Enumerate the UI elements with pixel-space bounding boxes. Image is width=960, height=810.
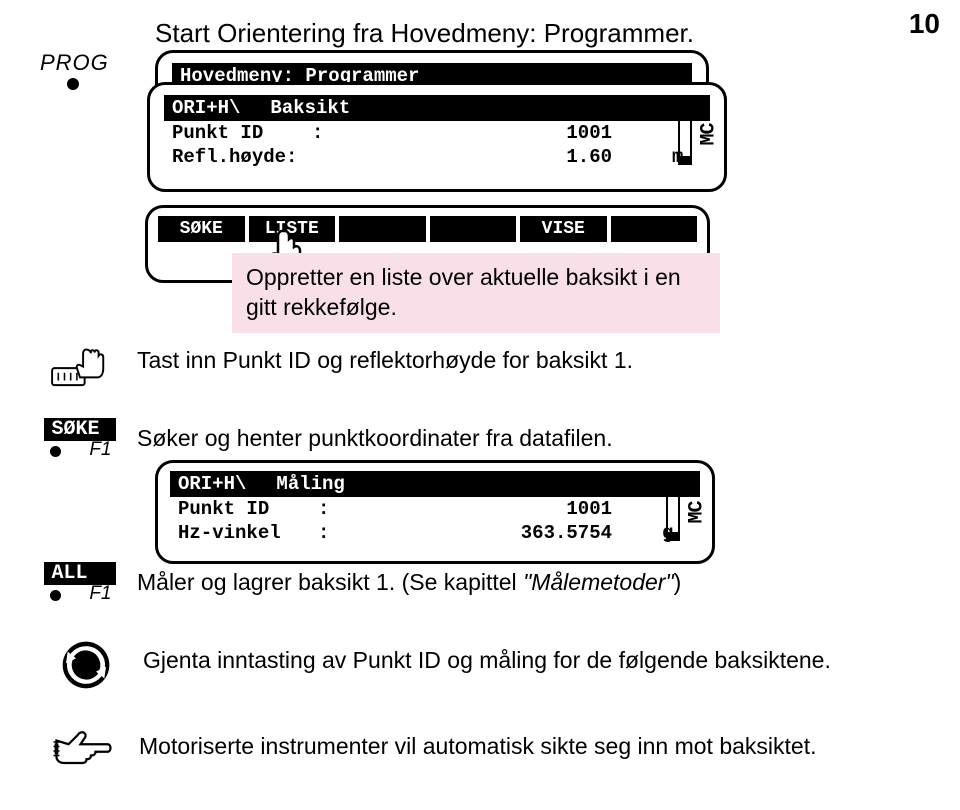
soke-key-label: SØKE [44, 418, 116, 441]
all-text-c: ) [674, 569, 682, 595]
screen2-title-left: ORI+H\ [172, 97, 270, 119]
s3-row1-colon: : [318, 498, 338, 520]
info-highlight: Oppretter en liste over aktuelle baksikt… [232, 253, 720, 333]
all-text-a: Måler og lagrer baksikt 1. (Se kapittel [137, 569, 523, 595]
battery-icon-3 [640, 473, 666, 491]
repeat-icon [61, 640, 111, 690]
screen3-title-left: ORI+H\ [178, 473, 276, 495]
repeat-text: Gjenta inntasting av Punkt ID og måling … [143, 640, 831, 676]
soke-key[interactable]: SØKE F1 [44, 418, 116, 461]
mc-label-3: MC [685, 501, 708, 523]
instruction-motor: Motoriserte instrumenter vil automatisk … [44, 726, 864, 770]
level-bar-icon [678, 117, 692, 165]
row2-label: Refl.høyde: [172, 146, 332, 168]
row1-colon: : [312, 122, 332, 144]
screen2-row2: Refl.høyde: 1.60 m [164, 145, 710, 169]
screen3-titlebar: ORI+H\ Måling [170, 471, 700, 497]
row1-value: 1001 [332, 122, 672, 144]
softkey-empty-4 [430, 216, 517, 242]
row1-label: Punkt ID [172, 122, 312, 144]
softkey-empty-3 [339, 216, 426, 242]
battery-icon [634, 65, 660, 83]
s3-row2-value: 363.5754 [338, 522, 662, 544]
instruction-all: ALL F1 Måler og lagrer baksikt 1. (Se ka… [42, 562, 862, 605]
instruction-1-text: Tast inn Punkt ID og reflektorhøyde for … [137, 340, 633, 376]
all-key-label: ALL [44, 562, 116, 585]
soke-key-dot-icon [50, 446, 61, 457]
softkey-soke[interactable]: SØKE [158, 216, 245, 242]
all-key[interactable]: ALL F1 [44, 562, 116, 605]
softkey-vise[interactable]: VISE [520, 216, 607, 242]
prog-label: PROG [40, 50, 105, 76]
row2-value: 1.60 [332, 146, 672, 168]
s3-row1-label: Punkt ID [178, 498, 318, 520]
prog-dot-icon [67, 78, 79, 90]
screen2-titlebar: ORI+H\ Baksikt [164, 95, 710, 121]
prog-key: PROG [40, 50, 105, 90]
soke-text: Søker og henter punktkoordinater fra dat… [137, 418, 613, 454]
battery-icon-2 [652, 97, 678, 115]
all-text-b: "Målemetoder" [523, 569, 674, 595]
screen3-wrap: ORI+H\ Måling Punkt ID : 1001 Hz-vinkel … [155, 460, 715, 564]
instruction-repeat: Gjenta inntasting av Punkt ID og måling … [48, 640, 868, 690]
s3-row2-colon: : [318, 522, 338, 544]
all-key-dot-icon [50, 590, 61, 601]
screen3-row1: Punkt ID : 1001 [170, 497, 700, 521]
screen-stack: Hovedmeny: Programmer MC ORI+H\ Baksikt … [155, 50, 715, 162]
all-key-f: F1 [89, 583, 111, 605]
softkey-row: SØKE LISTE VISE [158, 216, 697, 242]
mc-label-front: MC [697, 123, 720, 145]
motor-text: Motoriserte instrumenter vil automatisk … [139, 726, 816, 762]
page-title: Start Orientering fra Hovedmeny: Program… [155, 18, 694, 49]
soke-key-f: F1 [89, 439, 111, 461]
all-text: Måler og lagrer baksikt 1. (Se kapittel … [137, 562, 681, 598]
screen2-row1: Punkt ID : 1001 [164, 121, 710, 145]
instruction-1: Tast inn Punkt ID og reflektorhøyde for … [42, 340, 812, 390]
level-bar-icon-3 [666, 493, 680, 541]
pointing-hand-icon [52, 726, 112, 770]
instruction-soke: SØKE F1 Søker og henter punktkoordinater… [42, 418, 842, 461]
softkey-empty-6 [611, 216, 698, 242]
screen3: ORI+H\ Måling Punkt ID : 1001 Hz-vinkel … [155, 460, 715, 564]
screen3-title-right: Måling [276, 473, 692, 495]
page-number: 10 [909, 8, 940, 40]
s3-row1-value: 1001 [338, 498, 662, 520]
s3-row2-label: Hz-vinkel [178, 522, 318, 544]
screen2-title-right: Baksikt [270, 97, 702, 119]
screen-front: ORI+H\ Baksikt Punkt ID : 1001 Refl.høyd… [147, 82, 727, 192]
screen3-row2: Hz-vinkel : 363.5754 g [170, 521, 700, 545]
typing-hand-icon [49, 340, 111, 390]
